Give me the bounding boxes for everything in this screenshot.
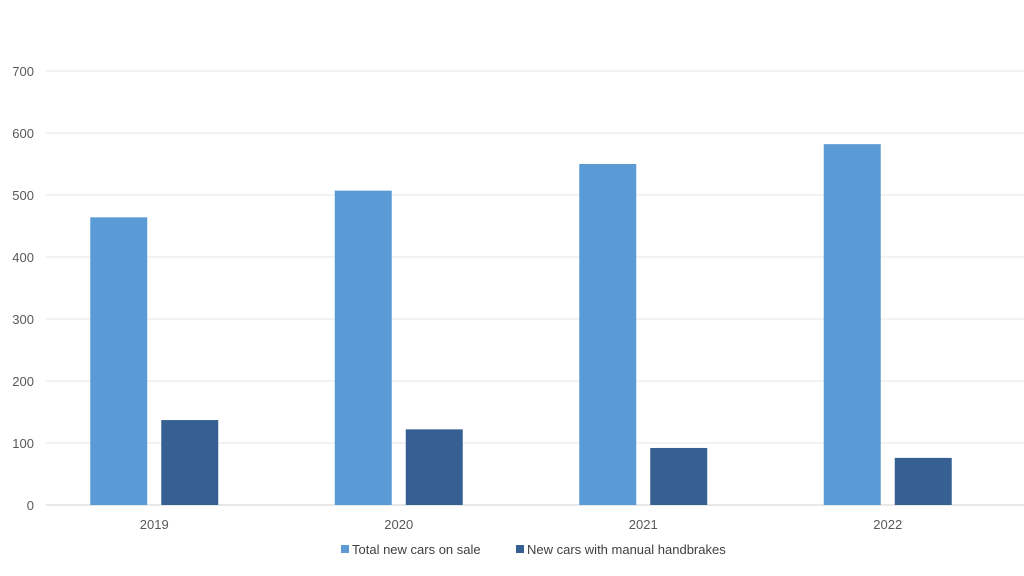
- legend-label: Total new cars on sale: [352, 542, 481, 557]
- bar-manual-handbrakes-2020: [405, 429, 463, 505]
- x-tick-label: 2019: [140, 517, 169, 532]
- y-tick-label: 400: [12, 250, 34, 265]
- bar-total-new-cars-2019: [90, 217, 148, 505]
- x-tick-label: 2022: [873, 517, 902, 532]
- y-tick-label: 600: [12, 126, 34, 141]
- legend-swatch: [341, 545, 349, 553]
- y-axis-tick-labels: 0 100 200 300 400 500 600 700: [12, 64, 34, 513]
- bar-manual-handbrakes-2022: [894, 457, 952, 505]
- legend: Total new cars on sale New cars with manu…: [341, 542, 726, 557]
- x-axis-tick-labels: 2019 2020 2021 2022: [140, 517, 902, 532]
- y-tick-label: 500: [12, 188, 34, 203]
- y-tick-label: 0: [27, 498, 34, 513]
- legend-swatch: [516, 545, 524, 553]
- bar-total-new-cars-2021: [579, 164, 637, 505]
- y-tick-label: 200: [12, 374, 34, 389]
- bar-manual-handbrakes-2021: [650, 447, 708, 505]
- y-tick-label: 100: [12, 436, 34, 451]
- x-tick-label: 2021: [629, 517, 658, 532]
- y-tick-label: 300: [12, 312, 34, 327]
- bar-total-new-cars-2022: [823, 144, 881, 505]
- bars: [90, 144, 952, 505]
- y-tick-label: 700: [12, 64, 34, 79]
- bar-manual-handbrakes-2019: [161, 420, 219, 505]
- legend-label: New cars with manual handbrakes: [527, 542, 726, 557]
- bar-total-new-cars-2020: [334, 190, 392, 505]
- x-tick-label: 2020: [384, 517, 413, 532]
